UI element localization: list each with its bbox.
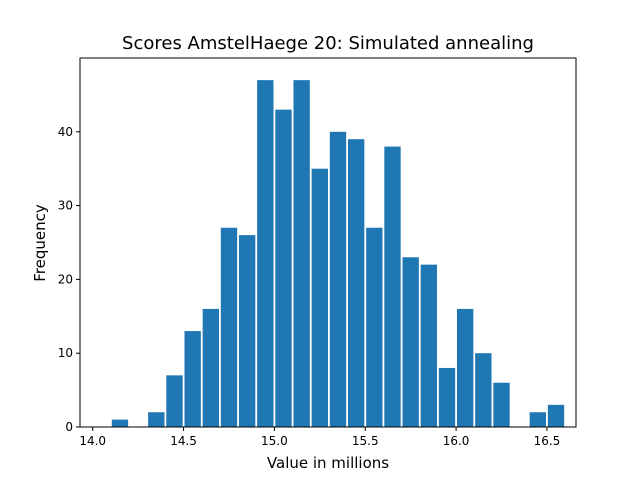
x-axis-label: Value in millions: [267, 454, 389, 472]
y-tick-label: 40: [58, 125, 73, 139]
y-axis-ticks: 0 10 20 30 40: [58, 125, 80, 434]
x-tick-label: 14.5: [170, 434, 197, 448]
histogram-bar: [420, 264, 438, 427]
plot-frame: [79, 57, 577, 428]
x-tick-label: 16.5: [534, 434, 561, 448]
histogram-bar: [166, 375, 183, 427]
histogram-bar: [493, 382, 510, 427]
histogram-bar: [347, 139, 365, 427]
chart-title: Scores AmstelHaege 20: Simulated anneali…: [122, 33, 534, 54]
histogram-bar: [202, 308, 219, 427]
y-axis-label: Frequency: [31, 204, 49, 282]
histogram-bar: [311, 168, 328, 427]
x-tick-label: 15.5: [352, 434, 379, 448]
y-tick-label: 0: [65, 420, 73, 434]
histogram-bar: [402, 257, 419, 427]
histogram-bar: [238, 235, 256, 427]
y-tick-label: 30: [58, 199, 73, 213]
histogram-bar: [184, 331, 201, 427]
histogram-bar: [329, 131, 347, 428]
histogram-bar: [148, 412, 165, 427]
histogram-bar: [547, 404, 565, 427]
histogram-bar: [366, 227, 383, 427]
y-tick-label: 10: [58, 346, 73, 360]
x-tick-label: 15.0: [261, 434, 288, 448]
x-axis-ticks: 14.0 14.5 15.0 15.5 16.0 16.5: [79, 427, 560, 448]
histogram-bar: [111, 419, 129, 427]
histogram-bar: [384, 146, 401, 427]
x-tick-label: 14.0: [79, 434, 106, 448]
histogram-bar: [257, 80, 274, 427]
histogram-bar: [475, 353, 492, 427]
x-tick-label: 16.0: [443, 434, 470, 448]
y-tick-label: 20: [58, 272, 73, 286]
histogram-bar: [293, 80, 310, 427]
bars-group: [111, 80, 565, 428]
histogram-bar: [457, 308, 474, 427]
histogram-bar: [529, 412, 547, 427]
histogram-bar: [275, 109, 292, 427]
histogram-bar: [220, 227, 238, 427]
histogram-bar: [438, 367, 456, 427]
